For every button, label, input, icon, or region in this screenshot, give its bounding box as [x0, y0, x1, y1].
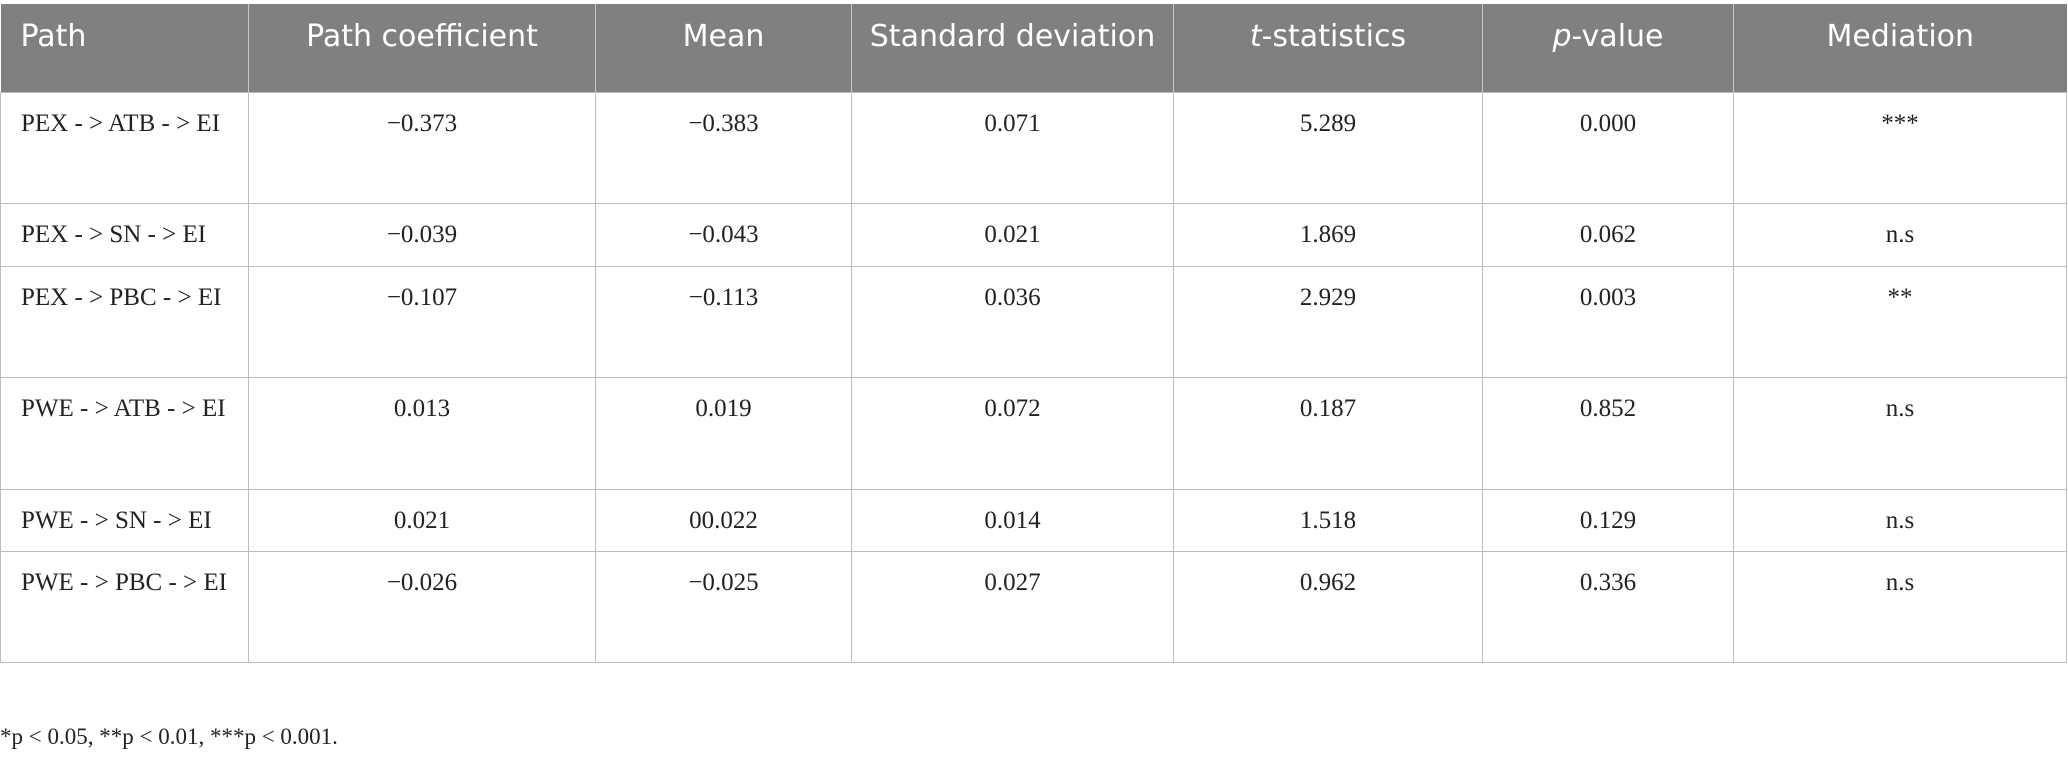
value-cell: 0.003: [1482, 265, 1734, 378]
column-header: p-value: [1482, 4, 1734, 92]
value-cell: 0.062: [1482, 202, 1734, 267]
value-cell: 5.289: [1173, 91, 1483, 204]
value-cell: n.s: [1733, 550, 2067, 663]
header-text: Mediation: [1826, 19, 1975, 54]
value-cell: 0.072: [851, 376, 1174, 490]
header-text: Path: [20, 19, 87, 54]
path-cell: PEX - > SN - > EI: [0, 202, 249, 267]
table-row: PEX - > PBC - > EI −0.107 −0.113 0.036 2.929…: [0, 265, 2067, 378]
value-cell: −0.113: [595, 265, 852, 378]
path-cell: PEX - > ATB - > EI: [0, 91, 249, 204]
value-cell: 0.014: [851, 488, 1174, 552]
header-text: t-statistics: [1249, 19, 1407, 54]
table-row: PEX - > ATB - > EI −0.373 −0.383 0.071 5.289…: [0, 91, 2067, 204]
value-cell: 1.869: [1173, 202, 1483, 267]
value-cell: ***: [1733, 91, 2067, 204]
footnote: *p < 0.05, **p < 0.01, ***p < 0.001.: [0, 724, 338, 749]
value-cell: 0.071: [851, 91, 1174, 204]
value-cell: 0.129: [1482, 488, 1734, 552]
header-text: Standard deviation: [869, 19, 1156, 54]
value-cell: 00.022: [595, 488, 852, 552]
value-cell: n.s: [1733, 376, 2067, 490]
header-row: Path Path coefficient Mean Standard deviati…: [0, 4, 2067, 92]
column-header: Path: [0, 4, 249, 92]
value-cell: 1.518: [1173, 488, 1483, 552]
value-cell: 0.036: [851, 265, 1174, 378]
table-row: PWE - > SN - > EI 0.021 00.022 0.014 1.518 0.…: [0, 488, 2067, 552]
results-table: Path Path coefficient Mean Standard deviati…: [0, 4, 2067, 663]
value-cell: 0.852: [1482, 376, 1734, 490]
path-cell: PEX - > PBC - > EI: [0, 265, 249, 378]
header-text: Path coefficient: [306, 19, 538, 54]
value-cell: **: [1733, 265, 2067, 378]
value-cell: 2.929: [1173, 265, 1483, 378]
value-cell: −0.025: [595, 550, 852, 663]
header-text: Mean: [682, 19, 765, 54]
path-cell: PWE - > ATB - > EI: [0, 376, 249, 490]
value-cell: 0.027: [851, 550, 1174, 663]
value-cell: −0.039: [248, 202, 596, 267]
column-header: Standard deviation: [851, 4, 1174, 92]
table-row: PEX - > SN - > EI −0.039 −0.043 0.021 1.869 0…: [0, 202, 2067, 267]
value-cell: −0.043: [595, 202, 852, 267]
value-cell: 0.187: [1173, 376, 1483, 490]
table-row: PWE - > ATB - > EI 0.013 0.019 0.072 0.187 0.…: [0, 376, 2067, 490]
value-cell: −0.026: [248, 550, 596, 663]
header-text: p-value: [1552, 19, 1664, 54]
value-cell: −0.107: [248, 265, 596, 378]
table-row: PWE - > PBC - > EI −0.026 −0.025 0.027 0.962…: [0, 550, 2067, 663]
column-header: Path coefficient: [248, 4, 596, 92]
value-cell: 0.013: [248, 376, 596, 490]
value-cell: 0.021: [851, 202, 1174, 267]
path-cell: PWE - > SN - > EI: [0, 488, 249, 552]
value-cell: −0.383: [595, 91, 852, 204]
value-cell: −0.373: [248, 91, 596, 204]
value-cell: 0.021: [248, 488, 596, 552]
value-cell: 0.336: [1482, 550, 1734, 663]
column-header: Mean: [595, 4, 852, 92]
value-cell: n.s: [1733, 488, 2067, 552]
column-header: Mediation: [1733, 4, 2067, 92]
value-cell: 0.000: [1482, 91, 1734, 204]
value-cell: 0.962: [1173, 550, 1483, 663]
value-cell: n.s: [1733, 202, 2067, 267]
path-cell: PWE - > PBC - > EI: [0, 550, 249, 663]
value-cell: 0.019: [595, 376, 852, 490]
column-header: t-statistics: [1173, 4, 1483, 92]
